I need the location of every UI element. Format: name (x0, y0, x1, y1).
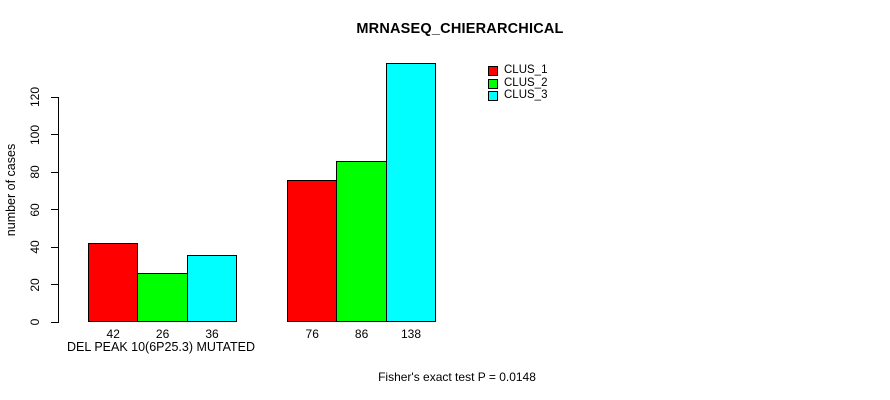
legend-item-clus_2: CLUS_2 (488, 77, 547, 89)
bar-value-label: 36 (205, 327, 219, 341)
y-tick-label: 100 (28, 124, 42, 145)
y-axis-title: number of cases (4, 143, 18, 237)
y-tick-label: 60 (28, 202, 42, 217)
y-tick-mark (51, 134, 58, 135)
bar-value-label: 26 (155, 327, 170, 341)
legend-swatch (488, 78, 498, 89)
y-tick-label: 0 (28, 318, 42, 326)
y-axis-line (57, 97, 59, 323)
y-tick-mark (51, 96, 58, 98)
legend-item-clus_3: CLUS_3 (488, 90, 547, 102)
legend: CLUS_1 CLUS_2 CLUS_3 (488, 65, 547, 102)
bar-value-label: 42 (106, 327, 120, 341)
bar-clus_2-group1 (137, 273, 188, 322)
y-tick-mark (51, 171, 58, 173)
y-tick-mark (51, 284, 58, 285)
y-tick-label: 120 (28, 86, 42, 108)
y-tick-label: 20 (28, 277, 42, 292)
legend-swatch (488, 90, 498, 101)
bar-clus_1-group2 (287, 179, 338, 322)
y-tick-mark (51, 209, 58, 210)
bar-value-label: 86 (354, 327, 369, 341)
legend-label: CLUS_1 (504, 64, 548, 77)
legend-swatch (488, 66, 498, 77)
y-tick-label: 80 (28, 165, 42, 179)
y-tick-label: 40 (28, 240, 42, 254)
fisher-test-annotation: Fisher's exact test P = 0.0148 (378, 370, 536, 384)
bar-clus_3-group1 (186, 254, 238, 322)
x-axis-title: DEL PEAK 10(6P25.3) MUTATED (67, 340, 256, 354)
legend-label: CLUS_2 (504, 76, 548, 89)
legend-item-clus_1: CLUS_1 (488, 65, 547, 77)
y-tick-mark (51, 321, 58, 323)
bar-clus_3-group2 (385, 63, 437, 322)
y-tick-mark (51, 246, 58, 248)
bar-clus_1-group1 (88, 243, 139, 322)
bar-clus_2-group2 (336, 160, 387, 322)
bar-value-label: 138 (400, 327, 421, 341)
chart-title: MRNASEQ_CHIERARCHICAL (356, 21, 564, 37)
bar-value-label: 76 (305, 327, 319, 341)
legend-label: CLUS_3 (504, 89, 548, 102)
